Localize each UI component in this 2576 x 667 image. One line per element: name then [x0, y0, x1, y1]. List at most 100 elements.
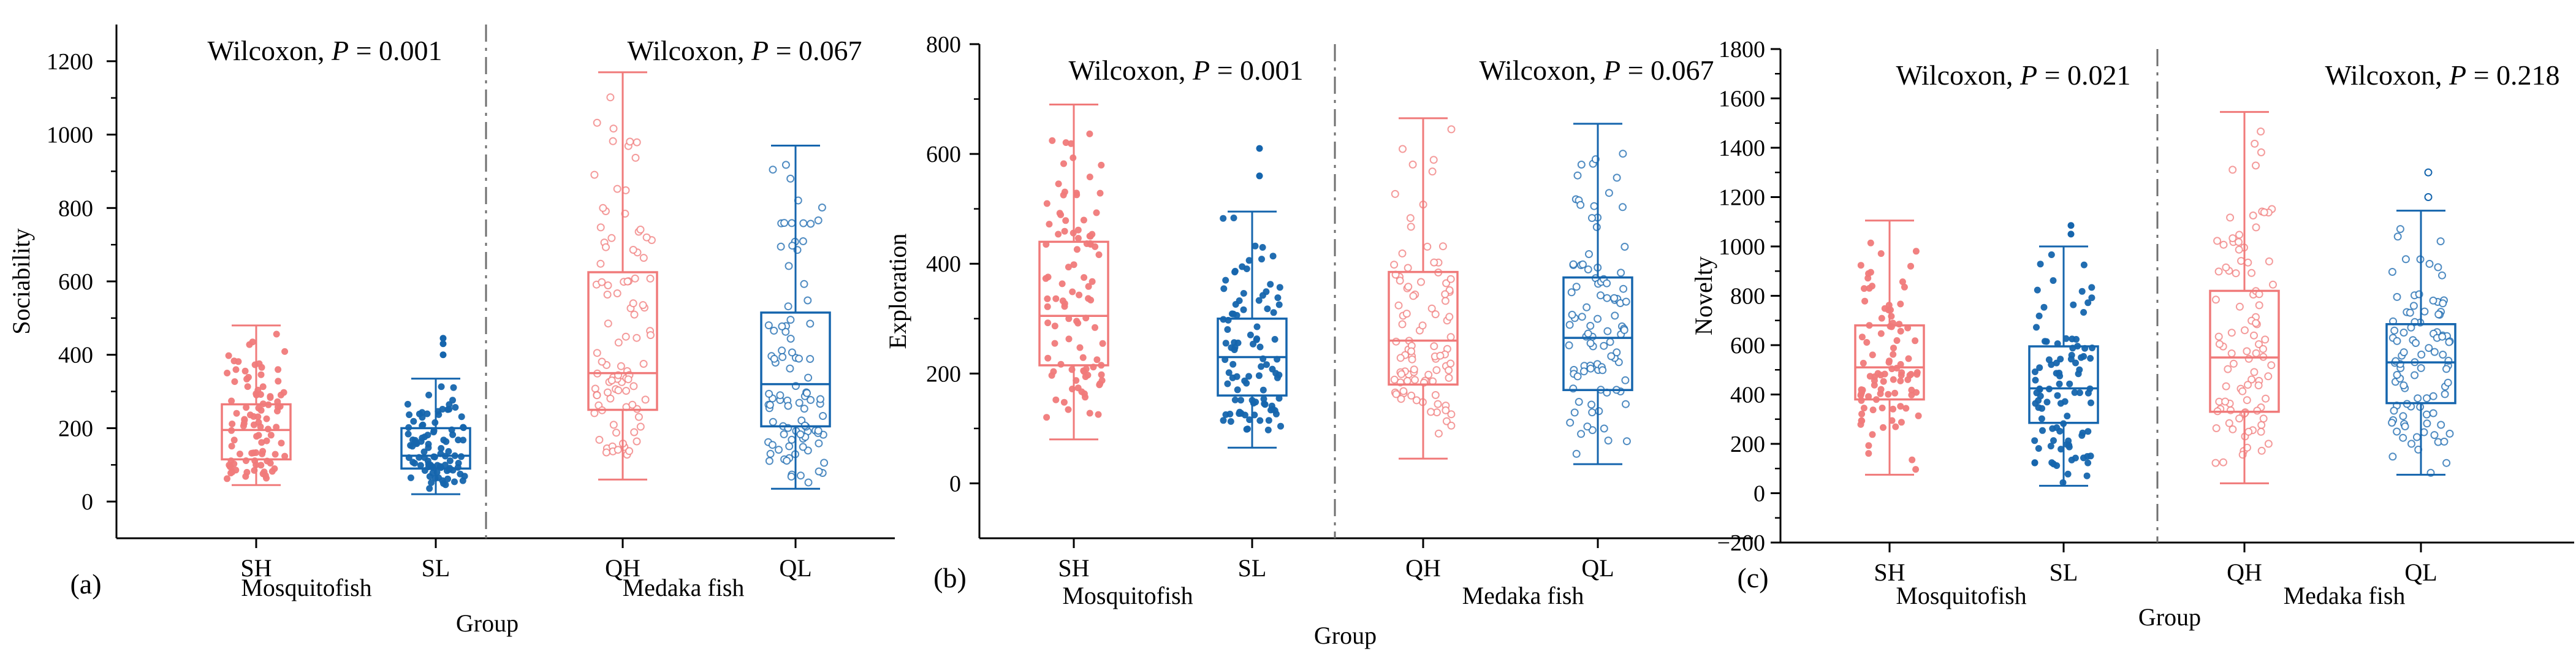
data-point: [1061, 227, 1068, 235]
box-SL: [400, 335, 471, 495]
data-point: [229, 421, 236, 427]
data-point: [2057, 446, 2065, 453]
data-point: [2393, 292, 2401, 301]
data-point: [1098, 161, 1105, 169]
box-SL: [2028, 222, 2099, 487]
data-point: [1572, 283, 1581, 291]
data-point: [1093, 356, 1101, 364]
data-point: [2068, 456, 2075, 463]
iqr-box: [1388, 270, 1459, 386]
data-point: [1098, 371, 1105, 378]
data-point: [416, 410, 423, 417]
data-point: [1233, 311, 1241, 319]
data-point: [607, 234, 616, 242]
data-point: [2043, 338, 2050, 345]
data-point: [1086, 410, 1093, 417]
data-point: [2252, 161, 2260, 170]
data-point: [2440, 437, 2449, 446]
data-point: [626, 137, 634, 146]
data-point: [1402, 310, 1411, 318]
wilcoxon-annotation: Wilcoxon, P = 0.218: [2325, 59, 2559, 91]
group-label: Mosquitofish: [1896, 582, 2026, 609]
data-point: [1246, 416, 1253, 424]
data-point: [2035, 404, 2042, 411]
data-point: [807, 219, 815, 228]
box-SH: [1854, 219, 1925, 476]
data-point: [2252, 223, 2260, 232]
data-point: [1447, 421, 1456, 430]
data-point: [1436, 351, 1445, 360]
data-point: [1912, 248, 1920, 255]
data-point: [1621, 376, 1630, 384]
data-point: [1447, 125, 1456, 134]
data-point: [1267, 281, 1274, 288]
data-point: [426, 485, 433, 492]
data-point: [599, 204, 607, 212]
data-point: [1583, 422, 1592, 431]
data-point: [787, 472, 796, 481]
data-point: [1877, 330, 1885, 337]
data-point: [2048, 251, 2055, 258]
y-tick-label: 0: [1753, 481, 1765, 507]
data-point: [2222, 263, 2230, 272]
data-point: [777, 242, 785, 251]
data-point: [1579, 260, 1587, 269]
data-point: [1869, 351, 1876, 359]
data-point: [1062, 139, 1070, 147]
data-point: [2033, 324, 2040, 331]
data-point: [1424, 370, 1433, 379]
data-point: [1078, 388, 1085, 395]
data-point: [1085, 283, 1092, 290]
box-QL: [1562, 123, 1633, 465]
data-point: [1912, 466, 1920, 473]
data-point: [609, 421, 618, 429]
wilcoxon-annotation: Wilcoxon, P = 0.021: [1896, 59, 2130, 91]
data-point: [2031, 437, 2038, 444]
y-tick-label: 200: [1730, 432, 1765, 457]
data-point: [2429, 409, 2437, 417]
data-point: [1605, 189, 1613, 197]
data-point: [1871, 377, 1878, 384]
data-point: [795, 354, 803, 363]
data-point: [1074, 319, 1082, 327]
data-point: [242, 473, 249, 480]
data-point: [604, 281, 612, 289]
data-point: [1390, 261, 1399, 269]
data-point: [1059, 297, 1066, 305]
data-point: [1270, 309, 1277, 316]
data-point: [1584, 329, 1592, 338]
data-point: [1407, 347, 1416, 356]
data-point: [2048, 459, 2056, 467]
data-point: [2425, 344, 2433, 353]
data-point: [2211, 459, 2220, 467]
data-point: [1898, 419, 1905, 426]
data-point: [1391, 189, 1399, 198]
data-point: [1909, 456, 1916, 463]
y-tick-label: 1200: [47, 49, 93, 75]
data-point: [1603, 327, 1612, 335]
data-point: [1858, 417, 1866, 424]
x-tick-label: QL: [1581, 554, 1614, 582]
data-point: [2087, 452, 2094, 460]
data-point: [2056, 370, 2063, 376]
data-point: [1092, 324, 1098, 331]
data-point: [409, 459, 417, 466]
data-point: [623, 277, 632, 286]
data-point: [2264, 440, 2273, 448]
data-point: [2047, 443, 2054, 450]
data-point: [1892, 423, 1899, 430]
data-point: [788, 435, 796, 444]
data-point: [1619, 203, 1627, 212]
data-point: [612, 429, 620, 437]
data-point: [249, 338, 256, 346]
data-point: [267, 394, 274, 401]
data-point: [624, 375, 633, 384]
data-point: [1446, 359, 1455, 368]
box-QH: [587, 71, 658, 481]
data-point: [1275, 372, 1283, 379]
data-point: [1220, 417, 1227, 424]
data-point: [1881, 370, 1888, 378]
data-point: [2253, 406, 2262, 415]
data-point: [2420, 307, 2429, 316]
